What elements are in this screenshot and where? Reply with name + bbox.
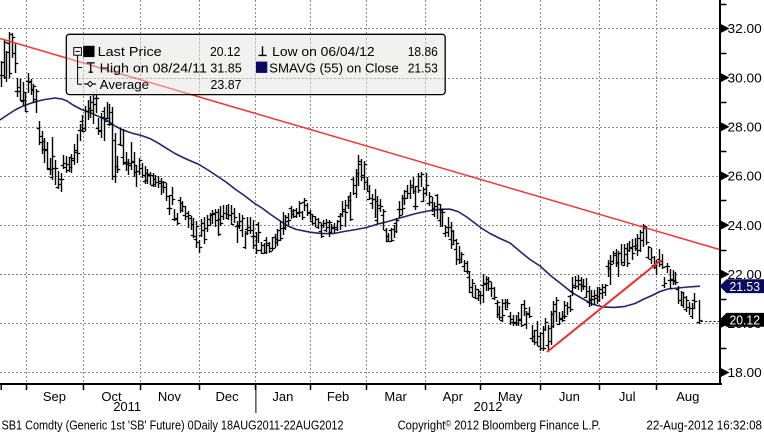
svg-text:Dec: Dec [216,389,240,404]
svg-text:22-Aug-2012 16:32:08: 22-Aug-2012 16:32:08 [646,417,762,432]
svg-text:Mar: Mar [384,389,407,404]
svg-text:20.12: 20.12 [730,313,761,328]
svg-text:24.00: 24.00 [728,218,762,233]
svg-text:21.53: 21.53 [408,60,438,75]
svg-text:Average: Average [100,77,149,92]
svg-text:Jun: Jun [559,389,580,404]
svg-text:18.86: 18.86 [408,44,438,59]
svg-text:Feb: Feb [327,389,349,404]
svg-text:26.00: 26.00 [728,169,762,184]
svg-text:32.00: 32.00 [728,21,762,36]
svg-text:Jul: Jul [619,389,636,404]
svg-text:28.00: 28.00 [728,120,762,135]
svg-text:Copyright© 2012 Bloomberg Fina: Copyright© 2012 Bloomberg Finance L.P. [398,417,601,432]
svg-text:Jan: Jan [272,389,293,404]
svg-text:2011: 2011 [113,399,141,414]
svg-text:High on 08/24/11: High on 08/24/11 [100,60,207,75]
svg-text:Oct: Oct [101,389,122,404]
svg-text:May: May [498,389,523,404]
svg-text:Last Price: Last Price [98,44,162,59]
svg-text:Nov: Nov [158,389,182,404]
svg-text:21.53: 21.53 [730,279,761,294]
svg-text:SB1 Comdty (Generic 1st 'SB' F: SB1 Comdty (Generic 1st 'SB' Future) 0Da… [2,417,344,432]
svg-text:Apr: Apr [443,389,464,404]
svg-text:18.00: 18.00 [728,365,762,380]
svg-text:Sep: Sep [43,389,66,404]
svg-text:Low on 06/04/12: Low on 06/04/12 [272,44,374,59]
svg-text:22.00: 22.00 [728,267,762,282]
svg-text:20.12: 20.12 [210,44,240,59]
svg-text:SMAVG (55) on Close: SMAVG (55) on Close [269,60,399,75]
svg-text:23.87: 23.87 [211,77,242,92]
svg-text:Aug: Aug [676,389,699,404]
svg-text:2012: 2012 [474,399,503,414]
svg-text:30.00: 30.00 [728,70,762,85]
svg-text:31.85: 31.85 [210,60,242,75]
